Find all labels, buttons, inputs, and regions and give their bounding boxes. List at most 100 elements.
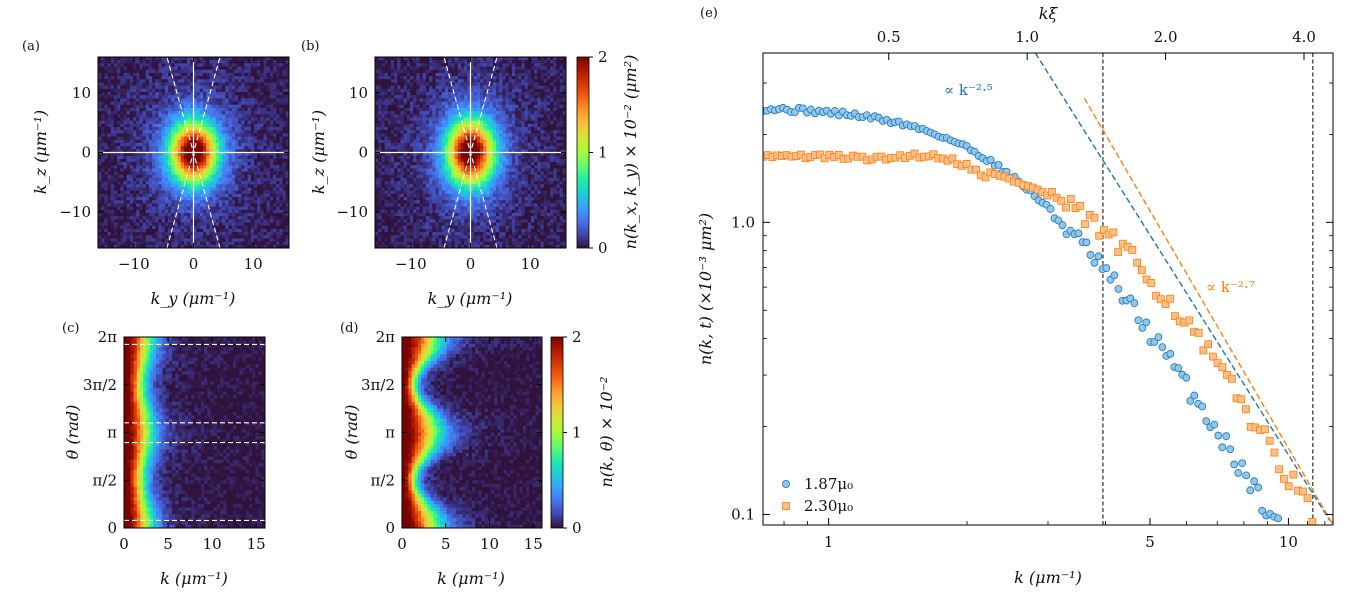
heatmap-cell [104,225,108,230]
heatmap-cell [139,209,143,214]
heatmap-cell [518,57,522,61]
heatmap-cell [435,101,440,106]
heatmap-cell [98,60,102,64]
heatmap-cell [231,104,236,109]
heatmap-cell [155,72,159,77]
heatmap-cell [247,241,252,246]
heatmap-cell [120,136,124,141]
heatmap-cell [282,174,287,179]
heatmap-cell [381,63,385,67]
heatmap-cell [387,66,392,71]
heatmap-cell [247,88,252,93]
heatmap-cell [206,216,210,220]
heatmap-cell [263,219,268,223]
heatmap-cell [464,120,468,125]
heatmap-cell [524,92,529,96]
heatmap-cell [209,136,213,141]
heatmap-cell [212,190,217,195]
heatmap-cell [120,219,124,223]
heatmap-cell [238,57,242,61]
heatmap-cell [117,69,121,74]
heatmap-cell [266,235,271,239]
heatmap-cell [502,117,506,122]
heatmap-cell [273,235,277,239]
heatmap-cell [543,101,548,106]
heatmap-cell [550,120,554,125]
heatmap-cell [225,244,229,248]
heatmap-cell [257,85,261,90]
heatmap-cell [133,165,137,169]
heatmap-cell [193,235,198,239]
heatmap-cell [120,107,124,112]
heatmap-cell [390,120,395,125]
heatmap-cell [537,92,541,96]
heatmap-cell [234,238,239,243]
heatmap-cell [282,168,287,172]
heatmap-cell [273,212,277,217]
heatmap-cell [187,142,191,147]
heatmap-cell [238,63,242,67]
heatmap-cell [196,142,201,147]
heatmap-cell [158,190,163,195]
heatmap-cell [148,235,153,239]
heatmap-cell [218,174,223,179]
heatmap-cell [457,123,462,128]
heatmap-cell [174,57,178,61]
heatmap-cell [394,85,398,90]
heatmap-cell [107,225,112,230]
heatmap-cell [215,174,220,179]
heatmap-cell [139,66,143,71]
heatmap-cell [470,114,475,118]
heatmap-cell [218,101,223,106]
heatmap-cell [161,69,166,74]
heatmap-cell [107,95,112,99]
heatmap-cell [212,174,217,179]
heatmap-cell [196,76,201,80]
heatmap-cell [253,190,258,195]
heatmap-cell [164,238,169,243]
heatmap-cell [120,225,124,230]
heatmap-cell [145,219,150,223]
heatmap-cell [196,238,201,243]
heatmap-cell [206,133,210,137]
heatmap-cell [375,107,379,112]
heatmap-cell [234,222,239,227]
heatmap-cell [553,117,557,122]
heatmap-cell [142,222,147,227]
heatmap-cell [451,85,455,90]
heatmap-cell [155,120,159,125]
heatmap-cell [126,57,131,61]
heatmap-cell [276,190,280,195]
heatmap-cell [553,114,557,118]
heatmap-cell [228,187,233,192]
heatmap-cell [225,139,229,144]
heatmap-cell [489,66,494,71]
heatmap-cell [168,209,172,214]
heatmap-cell [98,82,102,87]
heatmap-cell [269,203,274,208]
heatmap-cell [218,60,223,64]
heatmap-cell [177,222,182,227]
heatmap-cell [206,136,210,141]
heatmap-cell [269,222,274,227]
heatmap-cell [190,88,194,93]
heatmap-cell [231,63,236,67]
heatmap-cell [238,200,242,204]
heatmap-cell [101,174,105,179]
heatmap-cell [193,212,198,217]
heatmap-cell [225,127,229,131]
heatmap-cell [174,165,178,169]
heatmap-cell [120,244,124,248]
heatmap-cell [241,57,245,61]
heatmap-cell [180,222,185,227]
heatmap-cell [253,149,258,153]
heatmap-cell [537,117,541,122]
heatmap-cell [148,79,153,83]
heatmap-cell [164,190,169,195]
heatmap-cell [209,142,213,147]
heatmap-cell [126,117,131,122]
heatmap-cell [113,114,118,118]
heatmap-cell [253,114,258,118]
heatmap-cell [168,101,172,106]
heatmap-cell [171,149,175,153]
